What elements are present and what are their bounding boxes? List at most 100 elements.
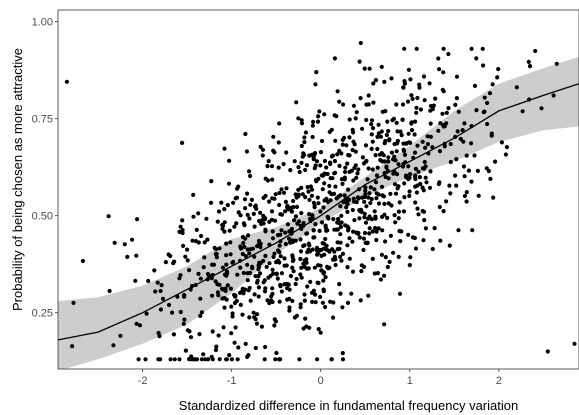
data-point xyxy=(302,140,306,144)
data-point xyxy=(247,251,251,255)
data-point xyxy=(367,102,371,106)
data-point xyxy=(277,191,281,195)
data-point xyxy=(323,305,327,309)
data-point xyxy=(322,198,326,202)
data-point xyxy=(217,283,221,287)
data-point xyxy=(356,167,360,171)
data-point xyxy=(413,236,417,240)
data-point xyxy=(373,226,377,230)
data-point xyxy=(382,202,386,206)
data-point xyxy=(341,357,345,361)
data-point xyxy=(372,187,376,191)
data-point xyxy=(261,148,265,152)
data-point xyxy=(307,243,311,247)
data-point xyxy=(333,159,337,163)
data-point xyxy=(222,147,226,151)
data-point xyxy=(333,185,337,189)
data-point xyxy=(314,300,318,304)
data-point xyxy=(179,310,183,314)
data-point xyxy=(362,161,366,165)
data-point xyxy=(302,292,306,296)
data-point xyxy=(272,323,276,327)
data-point xyxy=(418,175,422,179)
data-point xyxy=(333,56,337,60)
data-point xyxy=(326,200,330,204)
data-point xyxy=(323,172,327,176)
data-point xyxy=(376,271,380,275)
data-point xyxy=(135,217,139,221)
data-point xyxy=(446,52,450,56)
data-point xyxy=(212,263,216,267)
data-point xyxy=(316,114,320,118)
data-point xyxy=(263,357,267,361)
data-point xyxy=(421,166,425,170)
data-point xyxy=(318,209,322,213)
data-point xyxy=(370,217,374,221)
data-point xyxy=(254,207,258,211)
data-point xyxy=(357,216,361,220)
data-point xyxy=(437,182,441,186)
data-point xyxy=(81,259,85,263)
data-point xyxy=(414,106,418,110)
data-point xyxy=(247,216,251,220)
data-point xyxy=(463,194,467,198)
data-point xyxy=(347,135,351,139)
data-point xyxy=(282,256,286,260)
data-point xyxy=(297,357,301,361)
data-point xyxy=(406,233,410,237)
data-point xyxy=(316,281,320,285)
data-point xyxy=(304,130,308,134)
data-point xyxy=(345,265,349,269)
data-point xyxy=(546,349,550,353)
data-point xyxy=(402,47,406,51)
data-point xyxy=(180,218,184,222)
data-point xyxy=(375,147,379,151)
data-point xyxy=(173,357,177,361)
data-point xyxy=(247,169,251,173)
data-point xyxy=(298,257,302,261)
data-point xyxy=(246,353,250,357)
data-point xyxy=(298,272,302,276)
data-point xyxy=(276,277,280,281)
data-point xyxy=(255,281,259,285)
data-point xyxy=(283,231,287,235)
data-point xyxy=(377,192,381,196)
data-point xyxy=(216,290,220,294)
data-point xyxy=(396,162,400,166)
data-point xyxy=(351,270,355,274)
data-point xyxy=(278,283,282,287)
data-point xyxy=(373,209,377,213)
data-point xyxy=(308,217,312,221)
data-point xyxy=(111,343,115,347)
data-point xyxy=(254,317,258,321)
data-point xyxy=(224,357,228,361)
data-point xyxy=(227,182,231,186)
data-point xyxy=(371,229,375,233)
data-point xyxy=(368,201,372,205)
data-point xyxy=(326,266,330,270)
data-point xyxy=(339,214,343,218)
data-point xyxy=(395,121,399,125)
data-point xyxy=(454,184,458,188)
data-point xyxy=(252,212,256,216)
data-point xyxy=(447,184,451,188)
data-point xyxy=(326,216,330,220)
data-point xyxy=(189,335,193,339)
data-point xyxy=(341,102,345,106)
data-point xyxy=(272,252,276,256)
data-point xyxy=(469,141,473,145)
data-point xyxy=(348,153,352,157)
data-point xyxy=(337,221,341,225)
data-point xyxy=(196,272,200,276)
data-point xyxy=(199,234,203,238)
data-point xyxy=(322,271,326,275)
data-point xyxy=(301,192,305,196)
data-point xyxy=(446,106,450,110)
data-point xyxy=(387,137,391,141)
data-point xyxy=(289,274,293,278)
data-point xyxy=(195,228,199,232)
data-point xyxy=(386,265,390,269)
data-point xyxy=(438,239,442,243)
data-point xyxy=(362,237,366,241)
data-point xyxy=(224,242,228,246)
